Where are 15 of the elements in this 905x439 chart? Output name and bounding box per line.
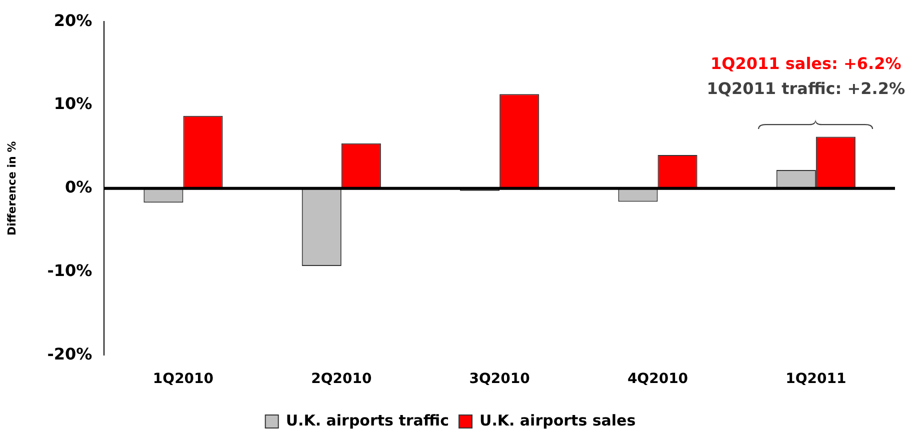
y-tick-label: 0% [64,178,92,197]
x-tick-label: 1Q2010 [152,371,214,388]
y-tick-label: 10% [54,94,92,114]
x-tick-label: 3Q2010 [469,371,530,388]
x-tick-label: 4Q2010 [627,371,688,388]
x-tick-label: 1Q2011 [786,371,846,388]
y-tick-label: -10% [47,260,92,280]
y-axis-title: Difference in % [5,141,18,236]
y-tick-label: -20% [47,344,92,364]
x-tick-label: 2Q2010 [311,371,372,388]
legend-label: U.K. airports traffic [286,411,450,430]
annotation: 1Q2011 sales: +6.2% [710,54,902,73]
legend-label: U.K. airports sales [480,411,636,430]
annotation: 1Q2011 traffic: +2.2% [706,78,905,98]
y-tick-label: 20% [54,10,92,30]
